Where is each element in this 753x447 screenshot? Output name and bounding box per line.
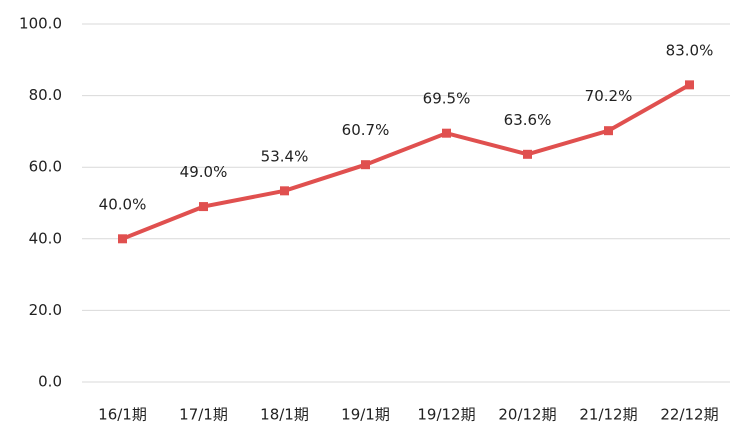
marker <box>685 80 694 90</box>
x-tick-label: 16/1期 <box>98 406 147 424</box>
y-tick-label: 100.0 <box>19 15 62 33</box>
x-tick-label: 19/12期 <box>417 406 475 424</box>
x-tick-label: 21/12期 <box>579 406 637 424</box>
line <box>121 83 691 241</box>
marker <box>118 234 127 244</box>
x-tick-label: 18/1期 <box>260 406 309 424</box>
y-tick-label: 0.0 <box>38 373 62 391</box>
data-label: 69.5% <box>423 90 471 108</box>
data-label: 83.0% <box>666 41 714 59</box>
marker <box>280 186 289 196</box>
y-tick-label: 60.0 <box>29 158 62 176</box>
x-tick-label: 22/12期 <box>660 406 718 424</box>
marker <box>604 126 613 136</box>
y-tick-label: 20.0 <box>29 301 62 319</box>
data-label: 49.0% <box>180 163 228 181</box>
marker <box>199 202 208 212</box>
y-tick-label: 80.0 <box>29 86 62 104</box>
marker <box>442 128 451 138</box>
data-label: 63.6% <box>504 111 552 129</box>
data-label: 60.7% <box>342 121 390 139</box>
marker <box>523 149 532 159</box>
y-tick-label: 40.0 <box>29 229 62 247</box>
data-label: 53.4% <box>261 147 309 165</box>
marker <box>361 160 370 170</box>
data-label: 40.0% <box>99 195 147 213</box>
data-label: 70.2% <box>585 87 633 105</box>
x-tick-label: 17/1期 <box>179 406 228 424</box>
x-tick-label: 20/12期 <box>498 406 556 424</box>
x-tick-label: 19/1期 <box>341 406 390 424</box>
